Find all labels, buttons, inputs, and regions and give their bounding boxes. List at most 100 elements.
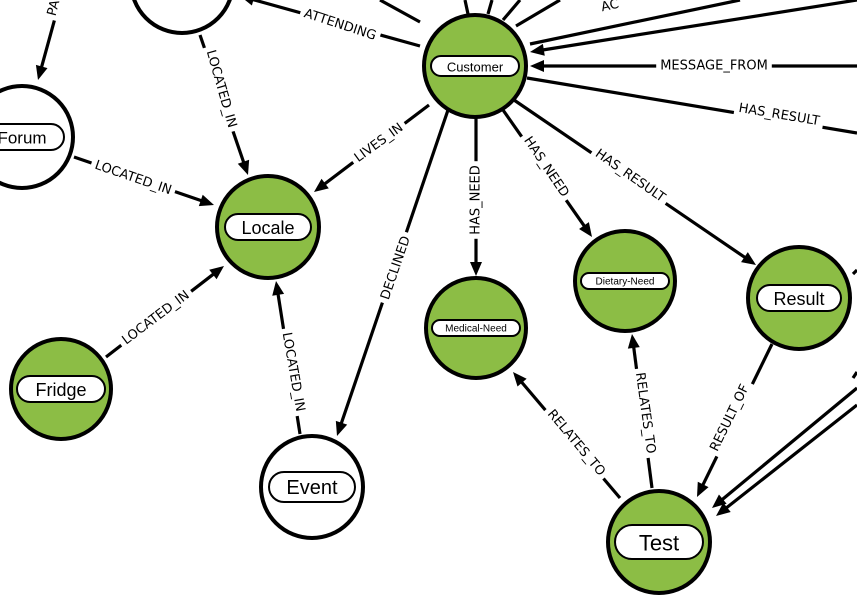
edge-label: HAS_RESULT (592, 146, 668, 205)
edge-arrowhead (513, 372, 527, 387)
edge-label-background (595, 0, 625, 18)
edge-label-background (42, 0, 66, 22)
node-label-pill (430, 55, 520, 77)
edge-label: RELATES_TO (544, 407, 608, 479)
edge-label-background (200, 44, 242, 134)
partial-edge-line (541, 0, 857, 52)
edge-has-result-offscreen[interactable]: HAS_RESULT (526, 76, 857, 135)
node-label-pill (0, 123, 65, 151)
edge-label-group: HAS_NEED (516, 129, 576, 205)
node-label-pill (268, 471, 356, 503)
edge-located-in-top[interactable]: LOCATED_IN (198, 34, 250, 175)
edge-label: HAS_NEED (520, 134, 571, 200)
node-label-pill (756, 284, 842, 312)
edge-relates-to-dietary[interactable]: RELATES_TO (627, 334, 661, 489)
node-label-pill (580, 272, 670, 290)
partial-edge-line (724, 403, 857, 510)
edge-label: RELATES_TO (632, 371, 658, 454)
edge-label: LOCATED_IN (279, 331, 308, 413)
edge-message-from[interactable]: MESSAGE_FROM (530, 57, 857, 75)
node-locale[interactable]: Locale (215, 174, 321, 280)
edge-label-background (704, 377, 756, 459)
node-customer[interactable]: Customer (422, 13, 528, 119)
node-medical-need[interactable]: Medical-Need (424, 276, 528, 380)
edge-label-group: AC (595, 0, 625, 18)
edge-arrowhead (198, 194, 214, 207)
edge-partial-ac[interactable]: AC (529, 0, 741, 46)
node-test[interactable]: Test (606, 489, 712, 595)
edge-label-group: LOCATED_IN (115, 284, 197, 352)
node-label: Fridge (35, 380, 86, 400)
node-top-node[interactable] (131, 0, 233, 35)
partial-edge (379, 0, 421, 24)
edge-arrowhead (470, 262, 482, 276)
node-label: Medical-Need (445, 324, 507, 335)
partial-edge-line (851, 371, 857, 379)
edge-label-group: LOCATED_IN (88, 155, 178, 201)
node-label: Dietary-Need (596, 277, 655, 288)
edge-label-group: ATTENDING (297, 3, 383, 47)
partial-edge-line (486, 0, 494, 15)
edge-label: HAS_NEED (469, 165, 484, 235)
edge-label-background (467, 161, 485, 239)
node-label: Event (286, 477, 338, 499)
node-event[interactable]: Event (259, 434, 365, 540)
partial-edge-arrowhead (530, 43, 545, 56)
edge-located-in-fridge[interactable]: LOCATED_IN (105, 266, 224, 359)
edge-result-of[interactable]: RESULT_OF (697, 343, 774, 497)
edge-label-group: RELATES_TO (540, 402, 612, 484)
edge-label: PA (45, 0, 64, 18)
partial-edge-line (720, 386, 857, 502)
edge-arrowhead (244, 0, 254, 6)
edge-arrowhead (314, 178, 329, 192)
edge-label-background (516, 129, 576, 205)
edge-label-group: LOCATED_IN (200, 44, 242, 134)
edge-label-background (347, 116, 411, 170)
edge-label-background (297, 3, 383, 47)
partial-edge-line (379, 0, 421, 24)
partial-edge-line (501, 0, 522, 22)
edge-relates-to-medical[interactable]: RELATES_TO (513, 372, 622, 500)
edge-label-group: HAS_RESULT (588, 142, 672, 210)
edge-label-background (588, 142, 672, 210)
node-fridge[interactable]: Fridge (9, 337, 113, 441)
node-label: Result (773, 289, 824, 309)
partial-edge-line (851, 268, 857, 276)
edge-line (529, 0, 741, 46)
edge-label-group: LOCATED_IN (276, 327, 310, 417)
partial-edge-line (515, 0, 561, 28)
node-label: Forum (0, 129, 47, 148)
node-label: Customer (447, 60, 504, 75)
edge-label-group: DECLINED (375, 229, 417, 307)
node-result[interactable]: Result (746, 245, 852, 351)
partial-edge-arrowhead (716, 502, 731, 516)
partial-edge (515, 0, 561, 28)
edge-label-group: RELATES_TO (629, 367, 661, 459)
edge-arrowhead (237, 159, 250, 175)
edge-has-need-dietary[interactable]: HAS_NEED (501, 109, 592, 237)
edge-label: HAS_RESULT (737, 101, 820, 129)
edge-partial-pa[interactable]: PA (35, 0, 66, 80)
edge-has-need-medical[interactable]: HAS_NEED (467, 118, 485, 276)
edge-lives-in[interactable]: LIVES_IN (314, 103, 430, 192)
node-forum[interactable]: Forum (0, 84, 75, 190)
node-label-pill (431, 319, 521, 337)
edge-label-background (115, 284, 197, 352)
partial-edge (501, 0, 522, 22)
edge-label: LOCATED_IN (119, 288, 192, 348)
edge-located-in-event[interactable]: LOCATED_IN (272, 281, 310, 435)
edge-arrowhead (335, 420, 348, 436)
partial-edge (486, 0, 494, 15)
node-dietary-need[interactable]: Dietary-Need (573, 229, 677, 333)
partial-edge (851, 268, 857, 276)
partial-edge (463, 0, 470, 15)
edge-label: AC (600, 0, 621, 15)
edge-label: LIVES_IN (352, 120, 407, 165)
node-label: Test (639, 531, 679, 556)
edge-label-group: LIVES_IN (347, 116, 411, 170)
edge-located-in-forum[interactable]: LOCATED_IN (73, 155, 214, 207)
edge-label-background (375, 229, 417, 307)
node-label-pill (224, 213, 312, 241)
edge-label-background (733, 98, 825, 132)
